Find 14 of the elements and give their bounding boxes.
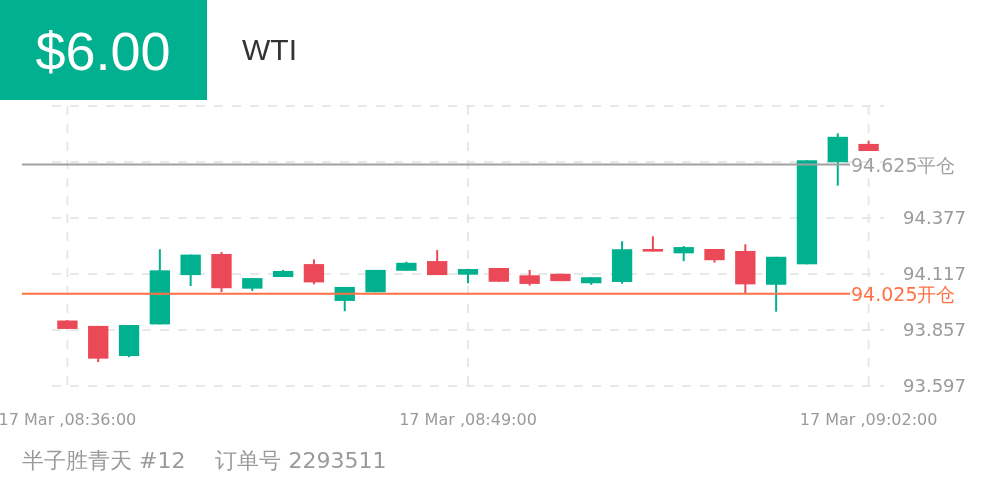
x-tick-label: 17 Mar ,08:49:00 — [399, 410, 537, 429]
y-tick-label: 94.377 — [903, 207, 966, 228]
x-tick-label: 17 Mar ,08:36:00 — [0, 410, 137, 429]
ref-line-label: 94.025开仓 — [851, 282, 956, 305]
chart-subtitle: WTI — [242, 33, 297, 66]
ref-line-label: 94.625平仓 — [851, 153, 956, 176]
text: 订单号 2293511 — [215, 448, 387, 473]
y-tick-label: 94.117 — [903, 263, 966, 284]
x-tick-label: 17 Mar ,09:02:00 — [799, 410, 938, 429]
y-tick-label: 93.857 — [903, 319, 966, 340]
text: 半子胜青天 #12 — [22, 448, 186, 473]
chart-title: $6.00 — [35, 21, 171, 81]
title-box: $6.00 — [0, 0, 207, 100]
y-tick-label: 93.597 — [903, 375, 966, 396]
